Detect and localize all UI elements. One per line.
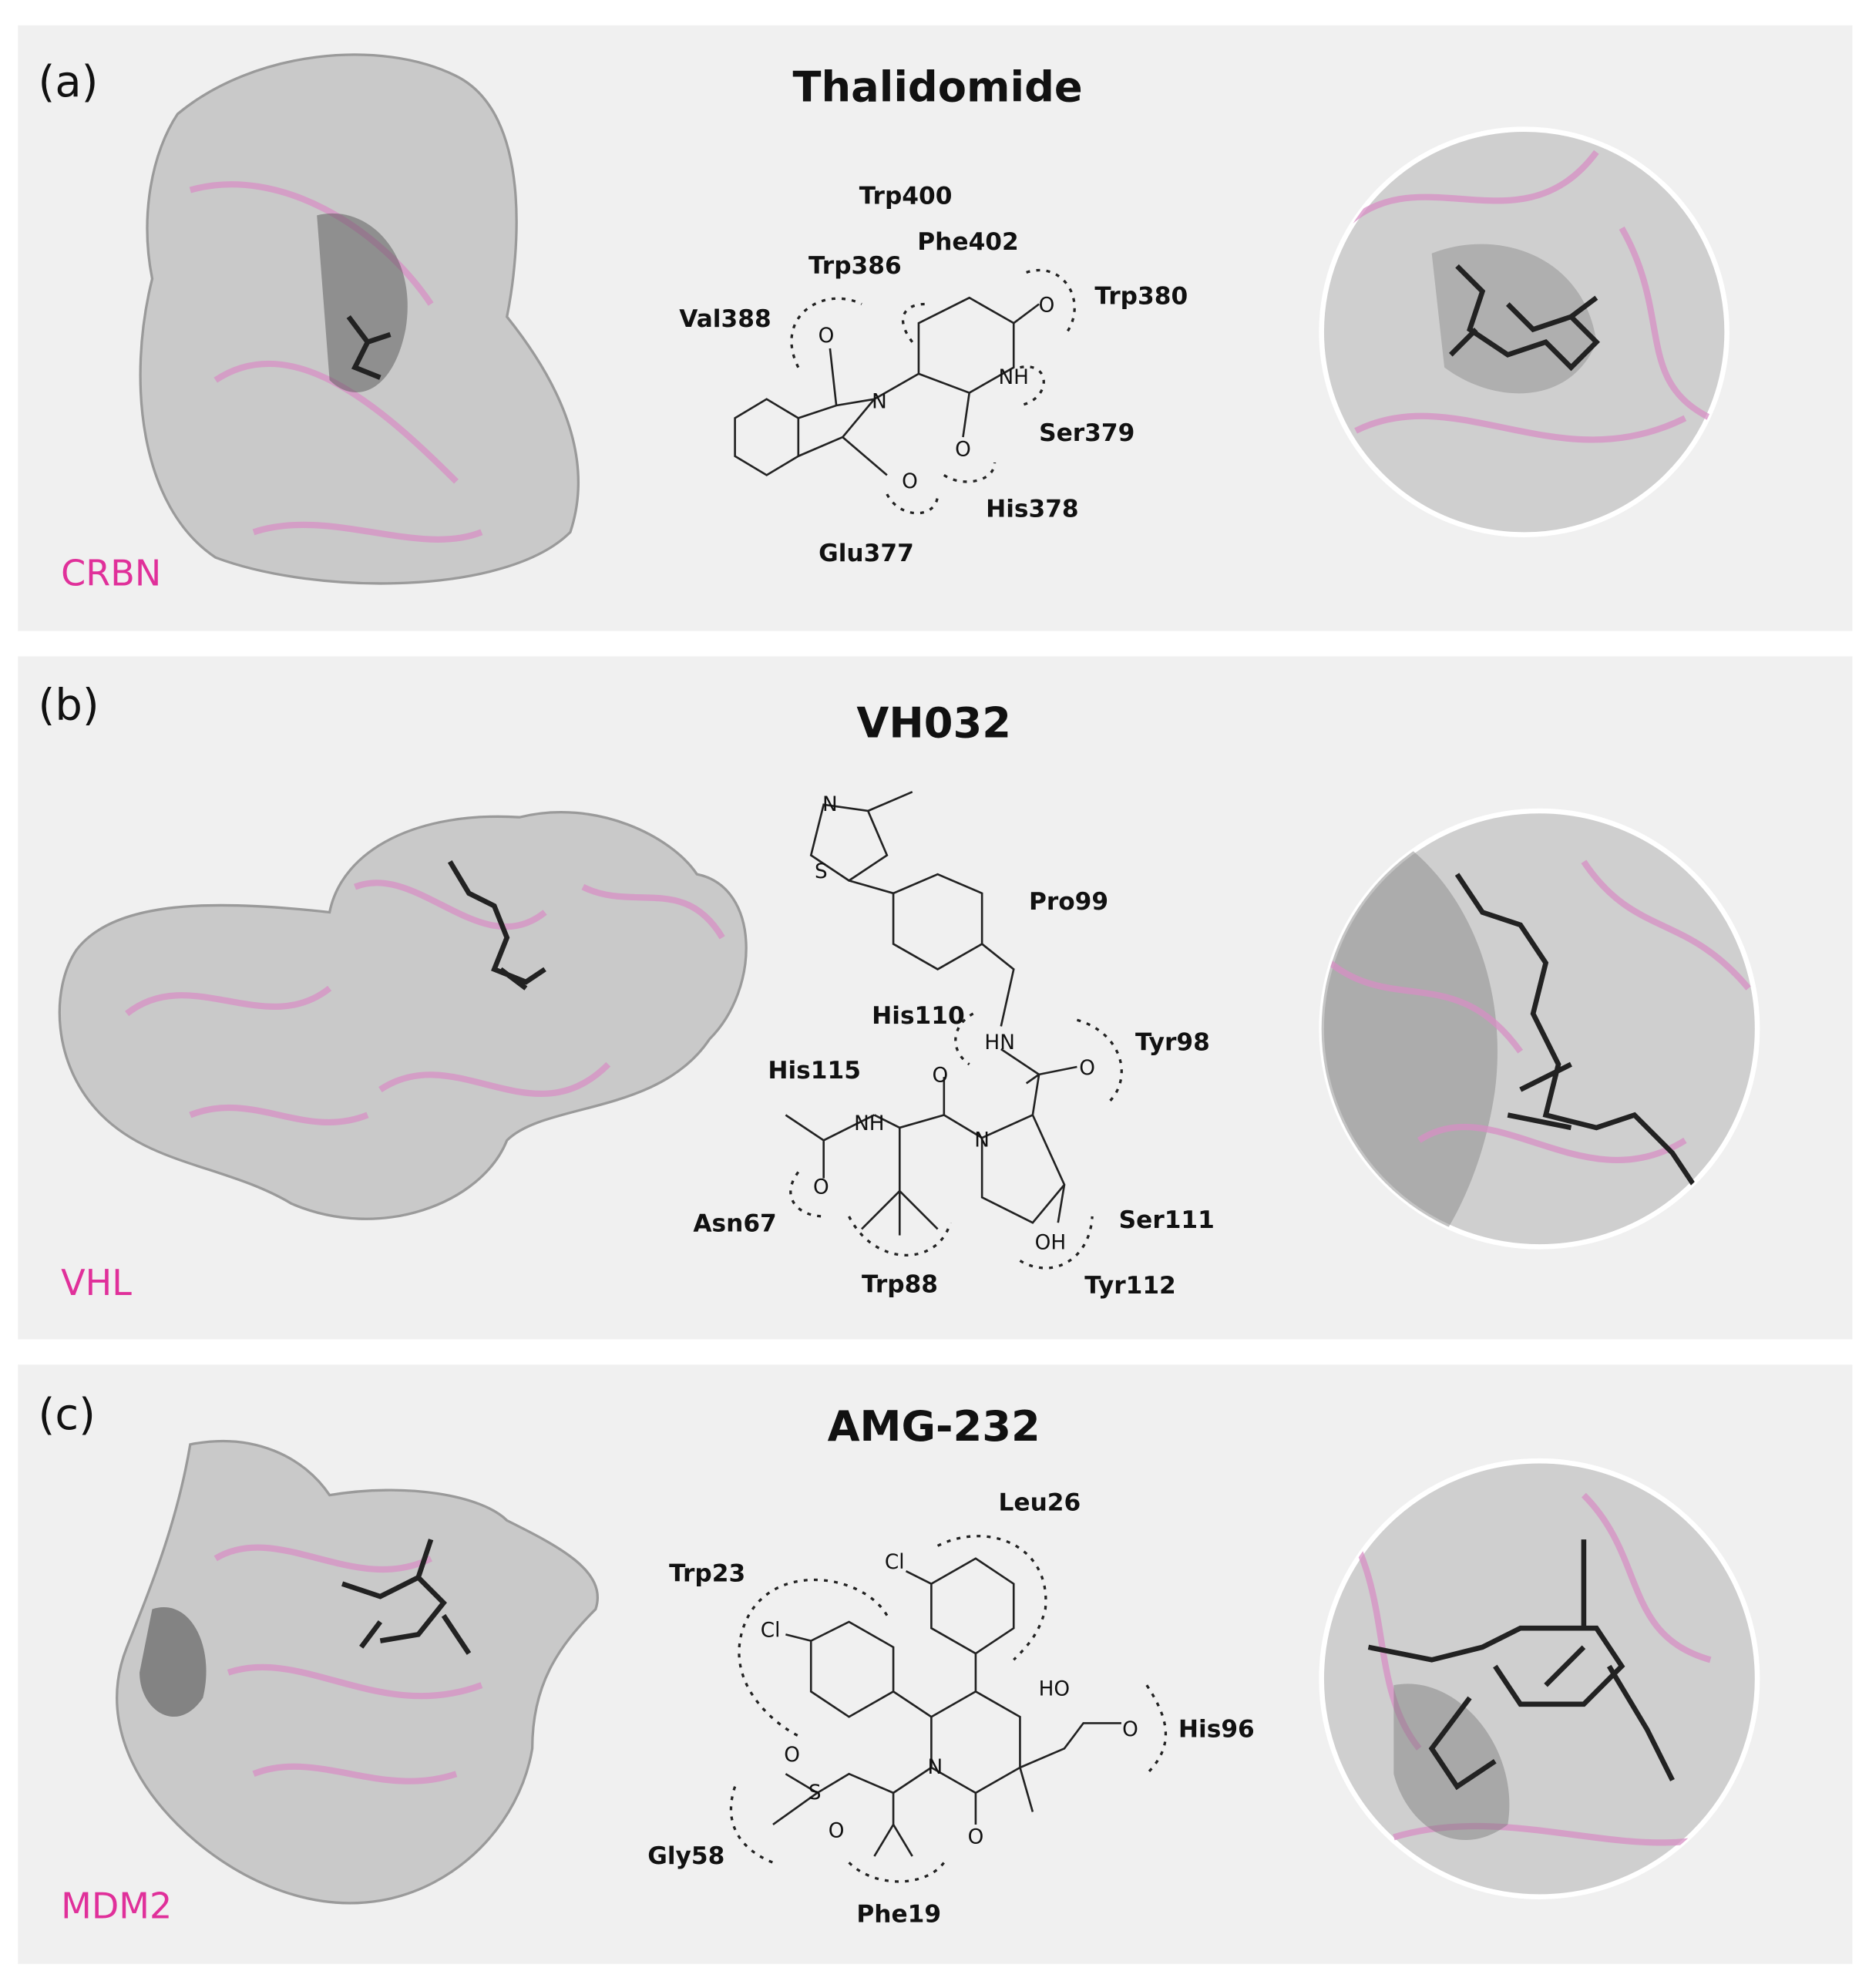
protein-surface-crbn bbox=[139, 53, 580, 585]
residue-label: Tyr112 bbox=[1084, 1272, 1176, 1300]
protein-surface-vhl bbox=[58, 811, 748, 1220]
residue-label: Trp400 bbox=[859, 183, 953, 210]
atom-label: O bbox=[1122, 1718, 1138, 1741]
protein-surface-mdm2 bbox=[116, 1439, 599, 1905]
residue-label: Trp88 bbox=[862, 1271, 938, 1299]
chemical-structure: N S HN O O NH N O OH bbox=[785, 791, 1123, 1270]
residue-label: Gly58 bbox=[647, 1842, 724, 1870]
chemical-structure: O N O O NH O bbox=[734, 268, 1076, 515]
atom-label: O bbox=[1079, 1057, 1095, 1080]
atom-label: N bbox=[822, 793, 838, 816]
residue-label: Ser379 bbox=[1039, 419, 1135, 447]
residue-label: Trp380 bbox=[1094, 282, 1188, 310]
binding-site-closeup bbox=[1319, 808, 1760, 1250]
residue-label: Pro99 bbox=[1029, 888, 1108, 916]
atom-label: OH bbox=[1035, 1232, 1066, 1255]
atom-label: O bbox=[784, 1744, 800, 1767]
atom-label: O bbox=[1039, 294, 1055, 317]
atom-label: O bbox=[955, 439, 971, 462]
atom-label: O bbox=[933, 1065, 949, 1088]
ligand-model bbox=[447, 860, 546, 991]
panel-a: (a) Thalidomide CRBN O N O O NH O Trp400… bbox=[18, 25, 1853, 631]
ligand-model bbox=[346, 315, 392, 380]
ligand-title: AMG-232 bbox=[828, 1402, 1040, 1451]
residue-label: Phe19 bbox=[856, 1901, 941, 1929]
residue-labels: Leu26 Trp23 His96 Gly58 Phe19 bbox=[647, 1488, 1255, 1928]
residue-label: Asn67 bbox=[693, 1210, 776, 1238]
atom-label: N bbox=[974, 1129, 990, 1152]
protein-label: VHL bbox=[61, 1262, 132, 1303]
ligand-model bbox=[341, 1539, 472, 1655]
protein-label: MDM2 bbox=[61, 1885, 172, 1927]
panel-letter: (b) bbox=[39, 681, 99, 731]
atom-label: O bbox=[829, 1819, 845, 1842]
residue-label: Leu26 bbox=[999, 1488, 1081, 1516]
ligand-title: Thalidomide bbox=[793, 62, 1083, 111]
atom-label: N bbox=[927, 1756, 943, 1779]
residue-label: Trp386 bbox=[808, 252, 902, 280]
panel-c: (c) AMG-232 MDM2 Cl Cl HO O N O S O O Le… bbox=[18, 1364, 1853, 1964]
residue-label: Tyr98 bbox=[1135, 1029, 1210, 1057]
residue-labels: Trp400 Phe402 Trp386 Trp380 Val388 Ser37… bbox=[679, 183, 1188, 568]
atom-label: S bbox=[808, 1781, 822, 1805]
atom-label: Cl bbox=[761, 1620, 781, 1643]
binding-site-closeup bbox=[1319, 126, 1729, 537]
atom-label: HN bbox=[984, 1031, 1014, 1055]
residue-label: Ser111 bbox=[1119, 1206, 1215, 1234]
atom-label: S bbox=[815, 860, 828, 883]
residue-label: His378 bbox=[986, 496, 1079, 523]
atom-label: O bbox=[813, 1176, 829, 1199]
panel-letter: (c) bbox=[39, 1390, 96, 1440]
atom-label: NH bbox=[854, 1112, 884, 1135]
residue-label: His110 bbox=[872, 1002, 965, 1030]
atom-label: O bbox=[819, 325, 835, 348]
atom-label: O bbox=[968, 1826, 984, 1849]
atom-label: O bbox=[902, 470, 918, 493]
residue-label: Trp23 bbox=[669, 1559, 745, 1587]
residue-label: Glu377 bbox=[819, 540, 914, 567]
atom-label: N bbox=[872, 390, 887, 413]
chemical-structure: Cl Cl HO O N O S O O bbox=[729, 1535, 1168, 1883]
residue-label: His115 bbox=[768, 1057, 861, 1085]
atom-label: Cl bbox=[885, 1551, 905, 1574]
residue-label: His96 bbox=[1178, 1716, 1255, 1744]
atom-label: HO bbox=[1039, 1677, 1070, 1700]
protein-label: CRBN bbox=[61, 552, 161, 594]
ligand-title: VH032 bbox=[856, 699, 1011, 748]
residue-label: Phe402 bbox=[917, 228, 1018, 256]
atom-label: NH bbox=[999, 366, 1029, 389]
residue-label: Val388 bbox=[679, 305, 771, 333]
binding-site-closeup bbox=[1319, 1458, 1760, 1899]
panel-b: (b) VH032 VHL N S HN O O NH N O OH Pro99… bbox=[18, 656, 1853, 1340]
panel-letter: (a) bbox=[39, 57, 99, 107]
residue-labels: Pro99 His110 Tyr98 His115 Asn67 Ser111 T… bbox=[693, 888, 1215, 1300]
